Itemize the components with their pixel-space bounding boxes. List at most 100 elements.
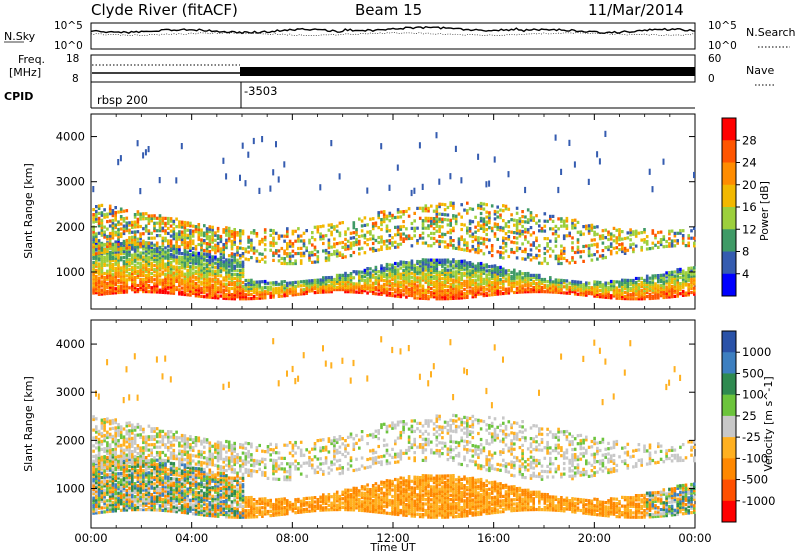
power-cell [389,292,392,295]
power-cell [101,204,104,207]
power-cell [106,235,109,238]
power-cell [640,239,643,242]
power-cell [383,210,386,213]
power-cell [114,240,117,243]
power-cell [649,247,652,250]
power-cell [671,285,674,288]
power-cell [516,287,519,290]
power-cell [233,228,236,231]
power-cell [214,270,217,273]
power-cell [483,252,486,255]
power-cell [516,219,519,222]
power-cell [353,282,356,285]
power-cell [640,281,643,284]
power-cell [632,248,635,251]
power-cell [358,252,361,255]
power-cell [162,271,165,274]
power-cell [480,224,483,227]
power-cell [494,210,497,213]
power-cell [430,244,433,247]
power-cell [502,236,505,239]
freq-label-line1: Freq. [18,53,45,66]
power-cell [502,292,505,295]
power-cell [239,247,242,250]
power-cell [657,246,660,249]
power-cell [460,235,463,238]
power-cell [159,278,162,281]
power-cell [485,181,487,187]
power-cell [181,221,184,224]
power-cell [258,280,261,283]
power-cell [499,251,502,254]
velocity-cell [106,431,109,434]
power-cell [95,245,98,248]
power-cell [693,287,696,290]
power-cell [693,237,696,240]
power-cell [591,286,594,289]
power-cell [377,293,380,296]
power-cell [192,240,195,243]
power-cell [350,232,353,235]
power-cell [106,220,109,223]
power-cell [419,276,422,279]
power-cell [574,219,577,222]
power-cell [142,227,145,230]
power-cell [103,243,106,246]
power-cell [195,225,198,228]
power-cell [449,201,452,204]
power-cell [566,224,569,227]
power-cell [286,262,289,265]
power-cell [607,245,610,248]
power-cell [640,277,643,280]
power-cell [519,270,522,273]
power-cell [98,204,101,207]
power-cell [480,292,483,295]
power-cell [308,239,311,242]
power-cell [485,288,488,291]
power-colorbar-swatch [722,207,736,230]
power-cell [472,279,475,282]
power-cell [629,287,632,290]
power-cell [175,225,178,228]
power-cell [682,229,685,232]
power-cell [377,248,380,251]
power-cell [389,212,392,215]
power-cell [632,230,635,233]
power-cell [222,260,225,263]
power-cell [372,270,375,273]
power-cell [364,251,367,254]
velocity-cell [126,474,129,477]
velocity-cell [134,476,137,479]
noise-sky-line [91,27,695,34]
power-cell [134,221,137,224]
power-cell [571,236,574,239]
power-cell [297,252,300,255]
power-cell [607,286,610,289]
power-cell [502,219,505,222]
power-cell [469,227,472,230]
power-cell [472,240,475,243]
power-cell [164,263,167,266]
power-cell [474,279,477,282]
power-cell [544,278,547,281]
power-cell [690,291,693,294]
power-cell [413,264,416,267]
power-cell [419,142,421,148]
power-cell [571,256,574,259]
power-cell [361,219,364,222]
power-cell [330,253,333,256]
power-cell [355,270,358,273]
power-cell [303,239,306,242]
power-cell [566,292,569,295]
power-cell [148,256,151,259]
velocity-cell [128,469,131,472]
nave-label: Nave [746,64,774,77]
power-cell [422,184,424,190]
power-cell [480,242,483,245]
velocity-cell [120,425,123,428]
power-cell [101,280,104,283]
power-cell [139,225,142,228]
power-cell [402,261,405,264]
power-cell [181,278,184,281]
power-cell [499,226,502,229]
